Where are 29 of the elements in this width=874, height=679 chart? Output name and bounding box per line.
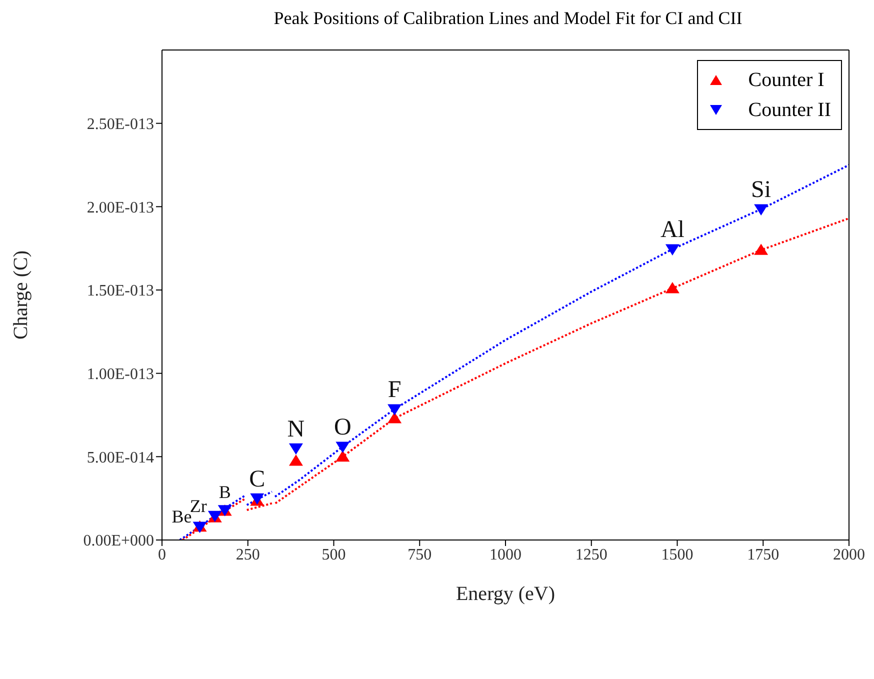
- x-tick-label: 750: [408, 546, 432, 564]
- y-tick-label: 0.00E+000: [83, 532, 154, 550]
- annotation: F: [388, 377, 402, 404]
- x-tick-label: 1750: [747, 546, 780, 564]
- chart-title: Peak Positions of Calibration Lines and Model Fit for CI and CII: [272, 8, 744, 29]
- x-tick-label: 1000: [490, 546, 522, 564]
- annotation: N: [287, 416, 305, 442]
- x-tick-label: 250: [236, 546, 260, 564]
- annotation: Be: [172, 506, 192, 527]
- x-tick-label: 0: [158, 546, 166, 564]
- legend-label: Counter II: [748, 98, 831, 123]
- annotation: Al: [660, 217, 685, 244]
- y-tick-label: 2.00E-013: [86, 199, 154, 216]
- annotation: C: [249, 466, 266, 492]
- y-axis-title: Charge (C): [10, 250, 32, 340]
- y-tick-label: 1.50E-013: [86, 282, 154, 300]
- y-tick-label: 1.00E-013: [86, 366, 154, 384]
- annotation: Zr: [190, 496, 207, 516]
- x-tick-label: 2000: [833, 546, 865, 564]
- x-tick-label: 1500: [661, 546, 694, 564]
- y-tick-label: 2.50E-013: [86, 116, 154, 134]
- x-tick-label: 500: [322, 546, 346, 564]
- x-tick-label: 1250: [575, 546, 608, 564]
- y-tick-label: 5.00E-014: [86, 449, 154, 466]
- annotation: Si: [751, 177, 772, 204]
- annotation: B: [218, 482, 231, 502]
- annotation: O: [334, 414, 352, 441]
- x-axis-title: Energy (eV): [456, 583, 556, 605]
- legend-label: Counter I: [748, 68, 824, 93]
